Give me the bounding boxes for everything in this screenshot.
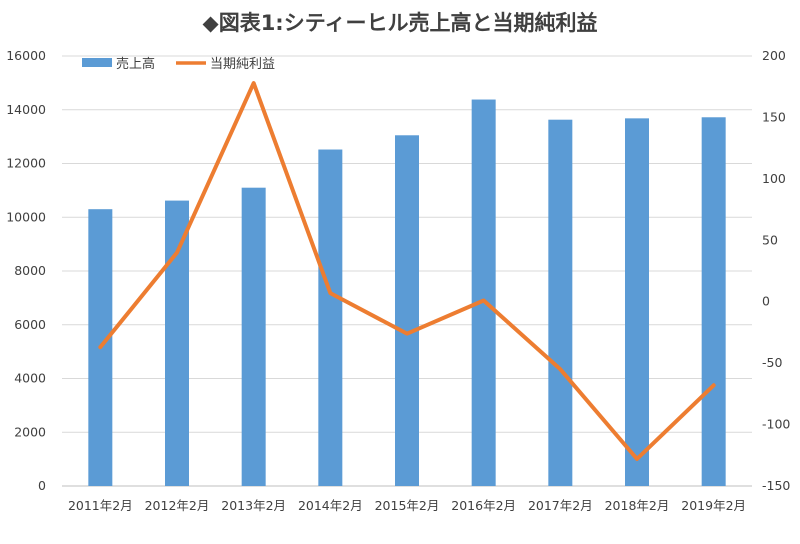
sales-bars [88, 99, 726, 487]
right-tick-label: -100 [762, 417, 790, 432]
left-tick-label: 0 [38, 478, 46, 493]
left-tick-label: 4000 [14, 371, 46, 386]
x-tick-label: 2011年2月 [68, 498, 133, 513]
right-tick-label: 100 [762, 171, 786, 186]
x-tick-label: 2012年2月 [145, 498, 210, 513]
legend-label-sales: 売上高 [116, 56, 155, 72]
legend-label-net-income: 当期純利益 [210, 57, 275, 72]
x-tick-label: 2017年2月 [528, 498, 593, 513]
bar-2016年2月 [471, 99, 496, 486]
left-tick-label: 2000 [14, 424, 46, 439]
bar-2012年2月 [165, 200, 189, 486]
left-tick-label: 10000 [6, 209, 46, 224]
left-tick-label: 6000 [14, 317, 46, 332]
x-tick-label: 2015年2月 [375, 498, 440, 513]
bar-2015年2月 [395, 135, 419, 486]
left-tick-label: 16000 [6, 48, 46, 63]
right-tick-label: 200 [762, 48, 786, 63]
right-tick-label: -150 [762, 478, 790, 493]
x-tick-label: 2014年2月 [298, 498, 363, 513]
bar-2017年2月 [548, 119, 573, 486]
net-income-line [98, 81, 716, 461]
chart-title: ◆図表1:シティーヒル売上高と当期純利益 [203, 11, 598, 35]
bar-2013年2月 [241, 187, 266, 486]
bar-2014年2月 [318, 149, 343, 486]
right-tick-label: 150 [762, 109, 786, 124]
left-tick-label: 8000 [14, 263, 46, 278]
x-axis-ticks: 2011年2月 2012年2月 2013年2月 2014年2月 2015年2月 2016年… [68, 498, 746, 513]
x-tick-label: 2018年2月 [605, 498, 670, 513]
right-tick-label: -50 [762, 355, 782, 370]
left-tick-label: 12000 [6, 156, 46, 171]
x-tick-label: 2013年2月 [221, 498, 286, 513]
x-tick-label: 2016年2月 [451, 498, 516, 513]
right-axis-ticks: -150 -100 -50 0 50 100 150 200 [762, 48, 790, 493]
bar-2018年2月 [625, 118, 649, 486]
right-tick-label: 50 [762, 232, 778, 247]
x-tick-label: 2019年2月 [681, 498, 746, 513]
bar-2019年2月 [701, 117, 726, 487]
legend-swatch-sales [82, 58, 112, 67]
left-axis-ticks: 0 2000 4000 6000 8000 10000 12000 14000 16000 [6, 48, 46, 493]
legend: 売上高 当期純利益 [82, 56, 275, 72]
right-tick-label: 0 [762, 294, 770, 309]
left-tick-label: 14000 [6, 102, 46, 117]
